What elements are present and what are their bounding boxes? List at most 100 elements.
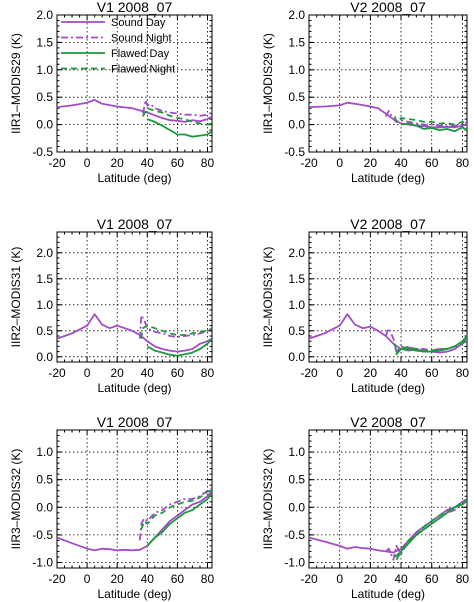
x-axis-label: Latitude (deg)	[97, 587, 171, 601]
series-line-sound-night	[384, 110, 467, 128]
x-tick-label: 60	[171, 156, 185, 170]
series-line-flawed-day	[146, 492, 212, 547]
y-tick-label: 0.0	[288, 500, 305, 514]
y-tick-label: 1.0	[36, 63, 53, 77]
chart-panel-4: -20 0 20 40 60 80 0.0 0.5 1.0 1.5 2.0 V2 2008_07 Lat…	[261, 216, 469, 395]
y-tick-label: 1.5	[36, 35, 53, 49]
y-tick-label: 2.0	[288, 8, 305, 22]
plot-frame	[308, 14, 468, 153]
y-tick-label: -0.5	[32, 145, 53, 159]
x-tick-label: 40	[141, 156, 155, 170]
y-tick-label: 1.0	[36, 445, 53, 459]
y-tick-label: 2.0	[36, 246, 53, 260]
chart-panel-6: -20 0 20 40 60 80 -1.0 -0.5 0.0 0.5 1.0 V2 2008_07 L…	[261, 414, 469, 601]
chart-panel-5: -20 0 20 40 60 80 -1.0 -0.5 0.0 0.5 1.0 V1 2008_07 L…	[9, 414, 214, 601]
x-tick-label: 60	[425, 156, 439, 170]
series-line-sound-night	[138, 314, 212, 339]
series-line-flawed-night	[140, 488, 212, 530]
y-tick-label: 0.0	[288, 118, 305, 132]
chart-panel-1: -20 0 20 40 60 80 -0.5 0.0 0.5 1.0 1.5 2.0 V1 2008_0…	[9, 0, 214, 185]
y-tick-label: 0.5	[288, 473, 305, 487]
y-tick-label: 1.5	[288, 272, 305, 286]
series-line-flawed-day	[400, 122, 467, 133]
x-axis-label: Latitude (deg)	[97, 171, 171, 185]
series-line-sound-day	[57, 490, 212, 552]
x-tick-label: -20	[300, 572, 318, 586]
x-tick-label: 60	[171, 366, 185, 380]
y-axis-label: IIR1–MODIS29 (K)	[261, 33, 275, 134]
plot-frame	[56, 231, 213, 363]
x-tick-label: 60	[425, 572, 439, 586]
legend-label-flawed-night: Flawed Night	[111, 64, 175, 76]
series-line-flawed-night	[394, 498, 467, 558]
x-tick-label: 80	[201, 156, 215, 170]
series-line-sound-night	[141, 99, 212, 117]
series-line-sound-night	[138, 487, 212, 541]
y-tick-label: 1.0	[288, 298, 305, 312]
legend-label-flawed-day: Flawed Day	[111, 48, 170, 60]
series-group	[57, 487, 212, 552]
series-line-flawed-night	[140, 324, 212, 339]
x-tick-label: 80	[456, 572, 470, 586]
plot-frame	[308, 429, 468, 569]
y-tick-label: 0.5	[36, 90, 53, 104]
y-tick-label: 2.0	[288, 246, 305, 260]
x-tick-label: -20	[48, 156, 66, 170]
y-axis-label: IIR2–MODIS31 (K)	[261, 247, 275, 348]
x-axis-label: Latitude (deg)	[97, 381, 171, 395]
x-tick-label: 0	[84, 156, 91, 170]
x-tick-label: 80	[201, 366, 215, 380]
x-tick-label: 20	[364, 366, 378, 380]
x-axis-label: Latitude (deg)	[351, 381, 425, 395]
x-tick-label: 0	[336, 572, 343, 586]
legend-label-sound-night: Sound Night	[111, 33, 172, 45]
series-line-flawed-day	[146, 338, 212, 357]
x-tick-label: 0	[336, 366, 343, 380]
series-line-flawed-night	[394, 116, 467, 126]
series-line-sound-day	[57, 313, 212, 353]
y-tick-label: -1.0	[32, 555, 53, 569]
x-tick-label: 20	[364, 156, 378, 170]
x-tick-label: 20	[111, 572, 125, 586]
series-line-sound-day	[309, 313, 467, 354]
legend: Sound Day Sound Night Flawed Day Flawed Nig…	[61, 17, 175, 76]
x-tick-label: 40	[141, 366, 155, 380]
series-line-flawed-night	[142, 107, 212, 126]
x-axis-label: Latitude (deg)	[351, 171, 425, 185]
y-tick-label: 0.0	[36, 350, 53, 364]
x-tick-label: 20	[111, 366, 125, 380]
y-axis-label: IIR3–MODIS32 (K)	[261, 449, 275, 550]
series-group	[57, 313, 212, 357]
series-line-sound-day	[57, 99, 212, 123]
chart-title: V2 2008_07	[350, 414, 426, 430]
chart-title: V2 2008_07	[350, 216, 426, 232]
y-tick-label: -1.0	[284, 555, 305, 569]
y-tick-label: -0.5	[284, 145, 305, 159]
x-tick-label: 80	[456, 366, 470, 380]
series-group	[309, 101, 467, 133]
x-tick-label: 0	[84, 366, 91, 380]
x-tick-label: 20	[111, 156, 125, 170]
y-tick-label: 1.5	[36, 272, 53, 286]
y-tick-label: 1.0	[36, 298, 53, 312]
y-axis-label: IIR1–MODIS29 (K)	[9, 33, 23, 134]
chart-panel-3: -20 0 20 40 60 80 0.0 0.5 1.0 1.5 2.0 V1 2008_07 Lat…	[9, 216, 214, 395]
chart-title: V1 2008_07	[97, 414, 173, 430]
x-tick-label: 20	[364, 572, 378, 586]
x-tick-label: 40	[394, 156, 408, 170]
series-line-flawed-night	[394, 338, 467, 356]
y-tick-label: -0.5	[284, 528, 305, 542]
chart-title: V1 2008_07	[97, 0, 173, 15]
chart-panel-2: -20 0 20 40 60 80 -0.5 0.0 0.5 1.0 1.5 2.0 V2 2008_0…	[261, 0, 469, 185]
y-tick-label: 0.5	[288, 90, 305, 104]
x-tick-label: 40	[394, 572, 408, 586]
series-group	[309, 313, 467, 356]
x-tick-label: 0	[84, 572, 91, 586]
series-line-sound-day	[309, 498, 467, 554]
plot-frame	[308, 231, 468, 363]
y-tick-label: 0.0	[288, 350, 305, 364]
chart-title: V1 2008_07	[97, 216, 173, 232]
chart-title: V2 2008_07	[350, 0, 426, 15]
y-tick-label: 1.5	[288, 35, 305, 49]
